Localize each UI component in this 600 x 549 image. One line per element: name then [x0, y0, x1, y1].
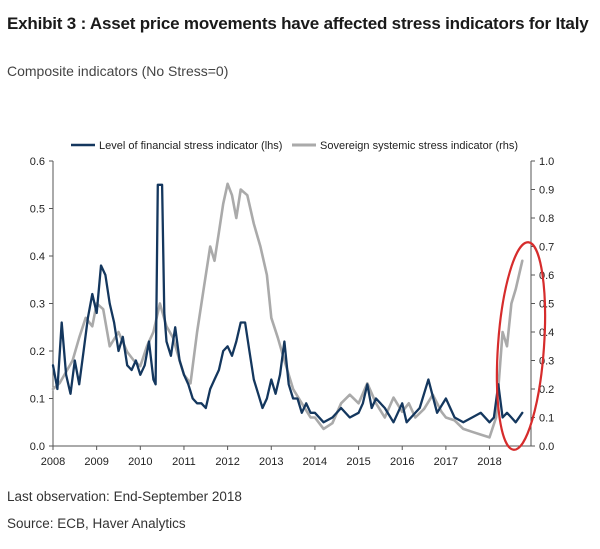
x-tick-label: 2016	[390, 456, 414, 468]
y-left-tick-label: 0.5	[30, 204, 45, 216]
x-tick-label: 2013	[259, 456, 283, 468]
y-left-tick-label: 0.3	[30, 299, 45, 311]
x-tick-label: 2017	[434, 456, 458, 468]
highlight-ellipse	[495, 241, 547, 451]
y-right-tick-label: 0.8	[539, 213, 554, 225]
chart-legend: Level of financial stress indicator (lhs…	[71, 140, 518, 152]
y-right-tick-label: 1.0	[539, 156, 554, 168]
chart-subtitle: Composite indicators (No Stress=0)	[7, 63, 229, 79]
x-tick-label: 2018	[477, 456, 501, 468]
y-right-tick-label: 0.4	[539, 327, 554, 339]
annotation-layer	[495, 241, 547, 451]
source-note: Source: ECB, Haver Analytics	[7, 516, 186, 531]
y-left-tick-label: 0.4	[30, 251, 45, 263]
y-right-tick-label: 0.2	[539, 384, 554, 396]
series-line-financial-stress	[51, 183, 524, 424]
x-tick-label: 2014	[303, 456, 327, 468]
series-line-sovereign-stress	[51, 182, 524, 439]
x-tick-label: 2008	[41, 456, 65, 468]
legend-item-sovereign-label: Sovereign systemic stress indicator (rhs…	[320, 140, 518, 152]
series-layer	[51, 182, 524, 439]
y-right-tick-label: 0.9	[539, 185, 554, 197]
x-tick-label: 2009	[84, 456, 108, 468]
legend-item-financial-label: Level of financial stress indicator (lhs…	[99, 140, 282, 152]
y-right-tick-label: 0.5	[539, 299, 554, 311]
y-left-tick-label: 0.2	[30, 346, 45, 358]
y-right-tick-label: 0.0	[539, 441, 554, 453]
y-left-tick-label: 0.1	[30, 394, 45, 406]
x-tick-label: 2011	[172, 456, 196, 468]
y-right-tick-label: 0.7	[539, 242, 554, 254]
y-left-tick-label: 0.0	[30, 441, 45, 453]
y-right-tick-label: 0.1	[539, 413, 554, 425]
chart-title: Exhibit 3 : Asset price movements have a…	[7, 14, 589, 33]
x-tick-label: 2015	[346, 456, 370, 468]
y-left-tick-label: 0.6	[30, 156, 45, 168]
x-tick-label: 2010	[128, 456, 152, 468]
last-observation-note: Last observation: End-September 2018	[7, 489, 242, 504]
chart-axes: 0.00.10.20.30.40.50.60.00.10.20.30.40.50…	[30, 156, 555, 468]
x-tick-label: 2012	[215, 456, 239, 468]
